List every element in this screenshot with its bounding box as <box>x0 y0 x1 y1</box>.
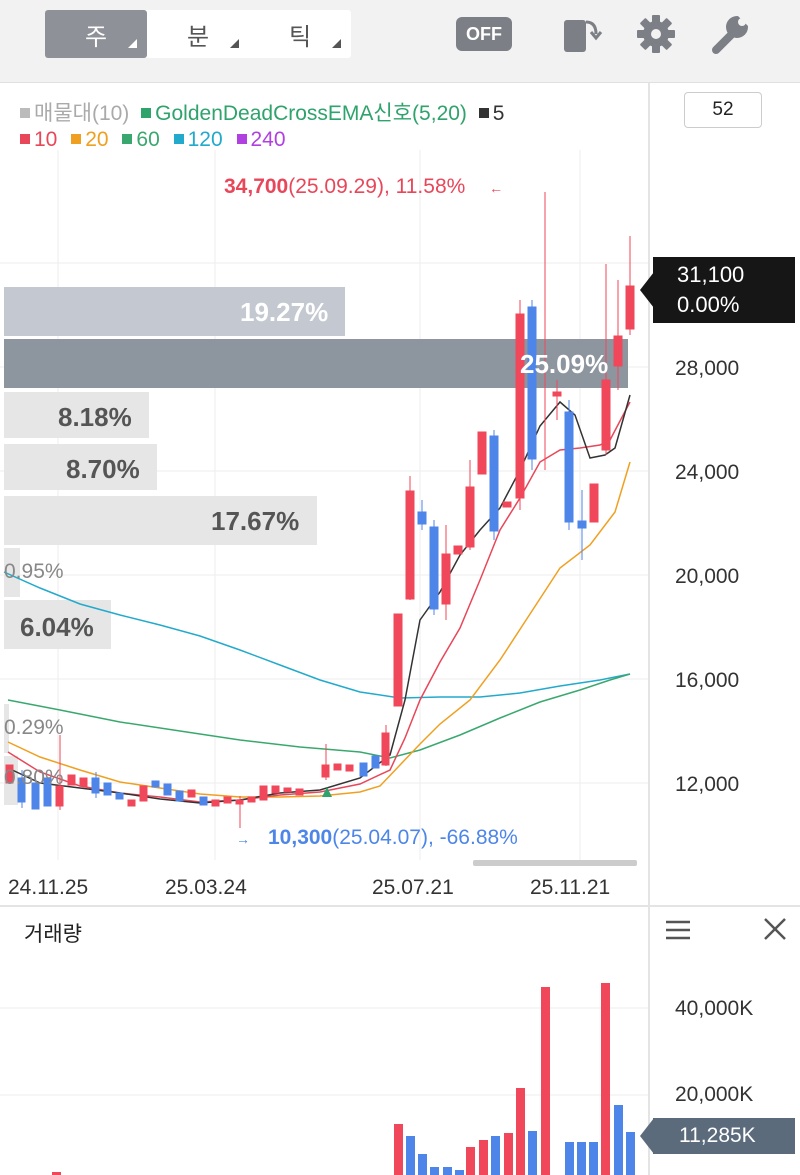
volume-profile-bar <box>4 704 9 753</box>
ma20-line <box>7 461 631 798</box>
close-icon[interactable] <box>762 916 788 942</box>
volume-profile-label: 8.70% <box>66 454 140 484</box>
volume-profile-label: 19.27% <box>240 297 329 327</box>
price-tag-pointer <box>640 272 654 308</box>
y-axis-label: 28,000 <box>675 357 740 380</box>
volume-profile-label: 8.18% <box>58 402 132 432</box>
current-volume-tag: 11,285K <box>653 1118 795 1154</box>
legend-item: 5 <box>492 102 505 125</box>
volume-y-axis-label: 20,000K <box>675 1083 754 1106</box>
chart-scrollbar[interactable] <box>473 860 637 866</box>
panel-separator <box>0 905 800 907</box>
volume-profile-label: 25.09% <box>520 349 609 379</box>
legend-swatch <box>71 134 82 144</box>
ma10-line <box>7 401 631 803</box>
period-selector: 주 분 틱 <box>45 10 351 58</box>
volume-panel-title: 거래량 <box>24 923 82 946</box>
period-tick-button[interactable]: 틱 <box>249 10 351 58</box>
x-axis-label: 25.07.21 <box>372 876 454 899</box>
legend-item: 10 <box>34 128 58 151</box>
ma60-line <box>7 673 631 759</box>
legend-swatch <box>141 108 152 118</box>
volume-profile-bar <box>4 496 317 545</box>
price-chart[interactable] <box>0 83 648 873</box>
legend-item: 60 <box>136 128 160 151</box>
legend-item: 20 <box>85 128 109 151</box>
y-axis-label: 20,000 <box>675 565 740 588</box>
volume-profile-bar <box>4 287 345 336</box>
legend-swatch <box>478 108 489 118</box>
menu-icon[interactable] <box>664 916 692 944</box>
volume-profile-label: 17.67% <box>211 506 300 536</box>
period-label: 주 <box>84 23 108 51</box>
volume-bars-up <box>52 983 610 1175</box>
golden-cross-signal-icon <box>322 787 332 797</box>
volume-y-axis-label: 40,000K <box>675 997 754 1020</box>
dropdown-triangle-icon <box>230 39 239 48</box>
off-toggle[interactable]: OFF <box>456 17 512 51</box>
candlestick-series <box>5 192 635 828</box>
y-axis-label: 16,000 <box>675 669 740 692</box>
volume-profile-bar <box>4 444 157 490</box>
period-weekly-button[interactable]: 주 <box>45 10 147 58</box>
x-axis-label: 24.11.25 <box>8 876 89 899</box>
rotate-screen-icon[interactable] <box>560 12 604 56</box>
x-axis-label: 25.03.24 <box>165 876 247 899</box>
period-minute-button[interactable]: 분 <box>147 10 249 58</box>
indicator-legend-line1: 매물대(10) GoldenDeadCrossEMA신호(5,20) 5 <box>20 97 504 127</box>
current-price: 31,100 <box>677 262 745 287</box>
volume-chart[interactable] <box>0 960 648 1175</box>
x-axis-label: 25.11.21 <box>530 876 611 899</box>
ma120-line <box>3 571 631 699</box>
legend-swatch <box>236 134 247 144</box>
legend-item: 매물대(10) <box>34 102 130 125</box>
period-label: 틱 <box>288 23 312 51</box>
legend-swatch <box>122 134 133 144</box>
volume-profile-bar <box>4 392 149 438</box>
indicator-legend-line2: 10 20 60 120 240 <box>20 128 286 152</box>
dropdown-triangle-icon <box>128 39 137 48</box>
volume-bars-down <box>406 1105 635 1175</box>
volume-profile-label: 0.80% <box>4 766 64 789</box>
legend-swatch <box>173 134 184 144</box>
high-price-annotation: 34,700(25.09.29), 11.58% ← <box>224 175 504 198</box>
right-arrow-icon: → <box>236 831 250 847</box>
legend-item: 120 <box>187 128 223 151</box>
y-axis-label: 12,000 <box>675 773 740 796</box>
ma5-line <box>7 394 631 804</box>
left-arrow-icon: ← <box>489 180 504 196</box>
volume-profile-bar <box>4 548 20 597</box>
legend-item: GoldenDeadCrossEMA신호(5,20) <box>155 102 467 125</box>
current-price-tag: 31,100 0.00% <box>653 257 795 323</box>
volume-profile-label: 6.04% <box>20 612 94 642</box>
period-count-input[interactable]: 52 <box>684 92 762 128</box>
volume-profile-label: 0.95% <box>4 560 64 583</box>
period-label: 분 <box>186 23 210 51</box>
legend-swatch <box>20 108 30 118</box>
axis-divider <box>648 83 650 1175</box>
low-price-annotation: → 10,300(25.04.07), -66.88% <box>236 826 518 849</box>
current-change: 0.00% <box>677 292 740 317</box>
top-toolbar: 주 분 틱 OFF <box>0 0 800 83</box>
volume-profile-label: 0.29% <box>4 716 64 739</box>
current-volume: 11,285K <box>679 1124 756 1147</box>
wrench-icon[interactable] <box>708 12 752 56</box>
legend-item: 240 <box>250 128 286 151</box>
volume-tag-pointer <box>640 1118 654 1154</box>
y-axis-label: 24,000 <box>675 461 740 484</box>
legend-swatch <box>20 134 30 144</box>
dropdown-triangle-icon <box>332 39 341 48</box>
gear-icon[interactable] <box>634 12 678 56</box>
